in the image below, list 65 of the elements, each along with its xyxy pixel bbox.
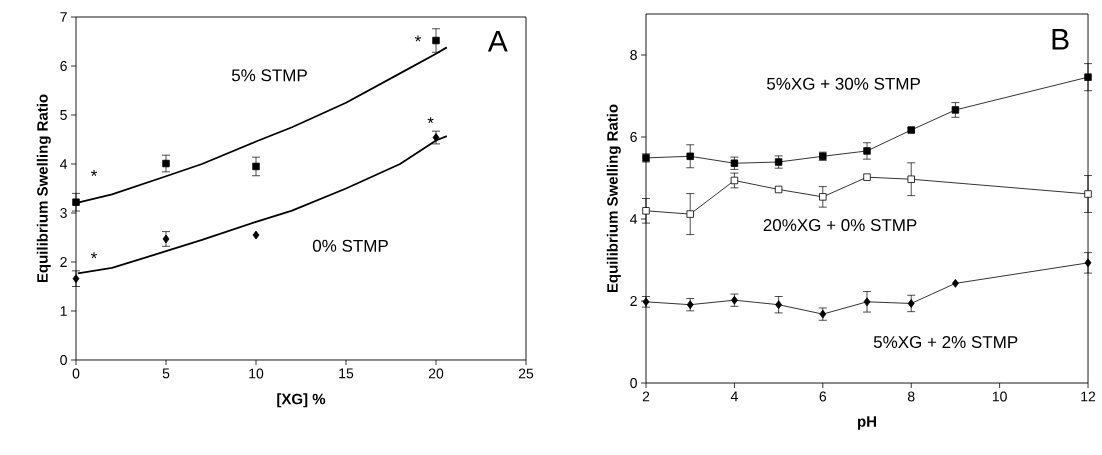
x-tick-label: 15 bbox=[339, 368, 354, 379]
annotation: 5%XG + 2% STMP bbox=[873, 336, 1018, 349]
point bbox=[72, 274, 80, 284]
x-tick-label: 10 bbox=[992, 391, 1007, 402]
annotation: A bbox=[487, 30, 508, 52]
annotation: B bbox=[1052, 28, 1069, 50]
point bbox=[432, 36, 440, 45]
point bbox=[686, 210, 694, 218]
x-axis-title: pH bbox=[858, 416, 876, 430]
y-tick-label: 6 bbox=[630, 132, 637, 142]
point bbox=[819, 193, 827, 201]
annotation: 5%XG + 30% STMP bbox=[767, 77, 920, 90]
point bbox=[775, 300, 783, 310]
x-tick-label: 25 bbox=[518, 368, 534, 379]
x-tick-label: 4 bbox=[730, 391, 738, 402]
point bbox=[1084, 258, 1092, 268]
x-tick-label: 10 bbox=[249, 368, 264, 379]
point bbox=[730, 159, 739, 167]
y-tick-label: 0 bbox=[60, 355, 67, 365]
y-tick-label: 0 bbox=[630, 378, 637, 388]
point bbox=[774, 185, 783, 194]
point bbox=[952, 278, 959, 288]
y-tick-label: 8 bbox=[630, 50, 637, 60]
y-tick-label: 4 bbox=[630, 214, 638, 224]
point bbox=[642, 207, 650, 215]
x-tick-label: 8 bbox=[907, 391, 915, 402]
point bbox=[162, 159, 170, 168]
point bbox=[1084, 73, 1092, 81]
annotation: 20%XG + 0% STMP bbox=[763, 219, 917, 232]
x-tick-label: 12 bbox=[1081, 391, 1096, 402]
x-tick-label: 20 bbox=[428, 368, 444, 379]
y-tick-label: 7 bbox=[60, 12, 67, 22]
x-tick-label: 6 bbox=[819, 391, 827, 402]
point bbox=[951, 106, 960, 114]
y-tick-label: 2 bbox=[60, 257, 67, 267]
point bbox=[774, 158, 783, 166]
point bbox=[907, 299, 915, 308]
annotation: 0% STMP bbox=[312, 239, 388, 252]
y-axis-title: Equilibrium Swelling Ratio bbox=[606, 104, 621, 293]
x-tick-label: 5 bbox=[162, 368, 170, 379]
x-axis-title: [XG] % bbox=[277, 393, 326, 408]
y-tick-label: 3 bbox=[60, 208, 67, 218]
annotation: 5% STMP bbox=[231, 69, 307, 82]
point bbox=[907, 175, 915, 183]
y-tick-label: 5 bbox=[60, 110, 67, 120]
point bbox=[863, 297, 871, 307]
y-tick-label: 2 bbox=[630, 296, 637, 306]
point bbox=[252, 162, 260, 171]
point bbox=[863, 147, 871, 155]
point bbox=[1084, 190, 1092, 198]
x-tick-label: 0 bbox=[72, 368, 80, 379]
annotation: * bbox=[90, 252, 98, 259]
annotation: * bbox=[90, 169, 98, 176]
point bbox=[252, 230, 260, 240]
point bbox=[730, 176, 739, 185]
y-tick-label: 6 bbox=[60, 61, 67, 71]
y-tick-label: 1 bbox=[60, 306, 67, 316]
point bbox=[686, 152, 694, 160]
point bbox=[863, 173, 871, 181]
y-tick-label: 4 bbox=[60, 159, 68, 169]
annotation: * bbox=[427, 117, 434, 124]
annotation: * bbox=[414, 35, 422, 42]
x-tick-label: 2 bbox=[642, 391, 650, 402]
point bbox=[72, 198, 80, 206]
y-axis-title: Equilibrium Swelling Ratio bbox=[36, 94, 51, 283]
